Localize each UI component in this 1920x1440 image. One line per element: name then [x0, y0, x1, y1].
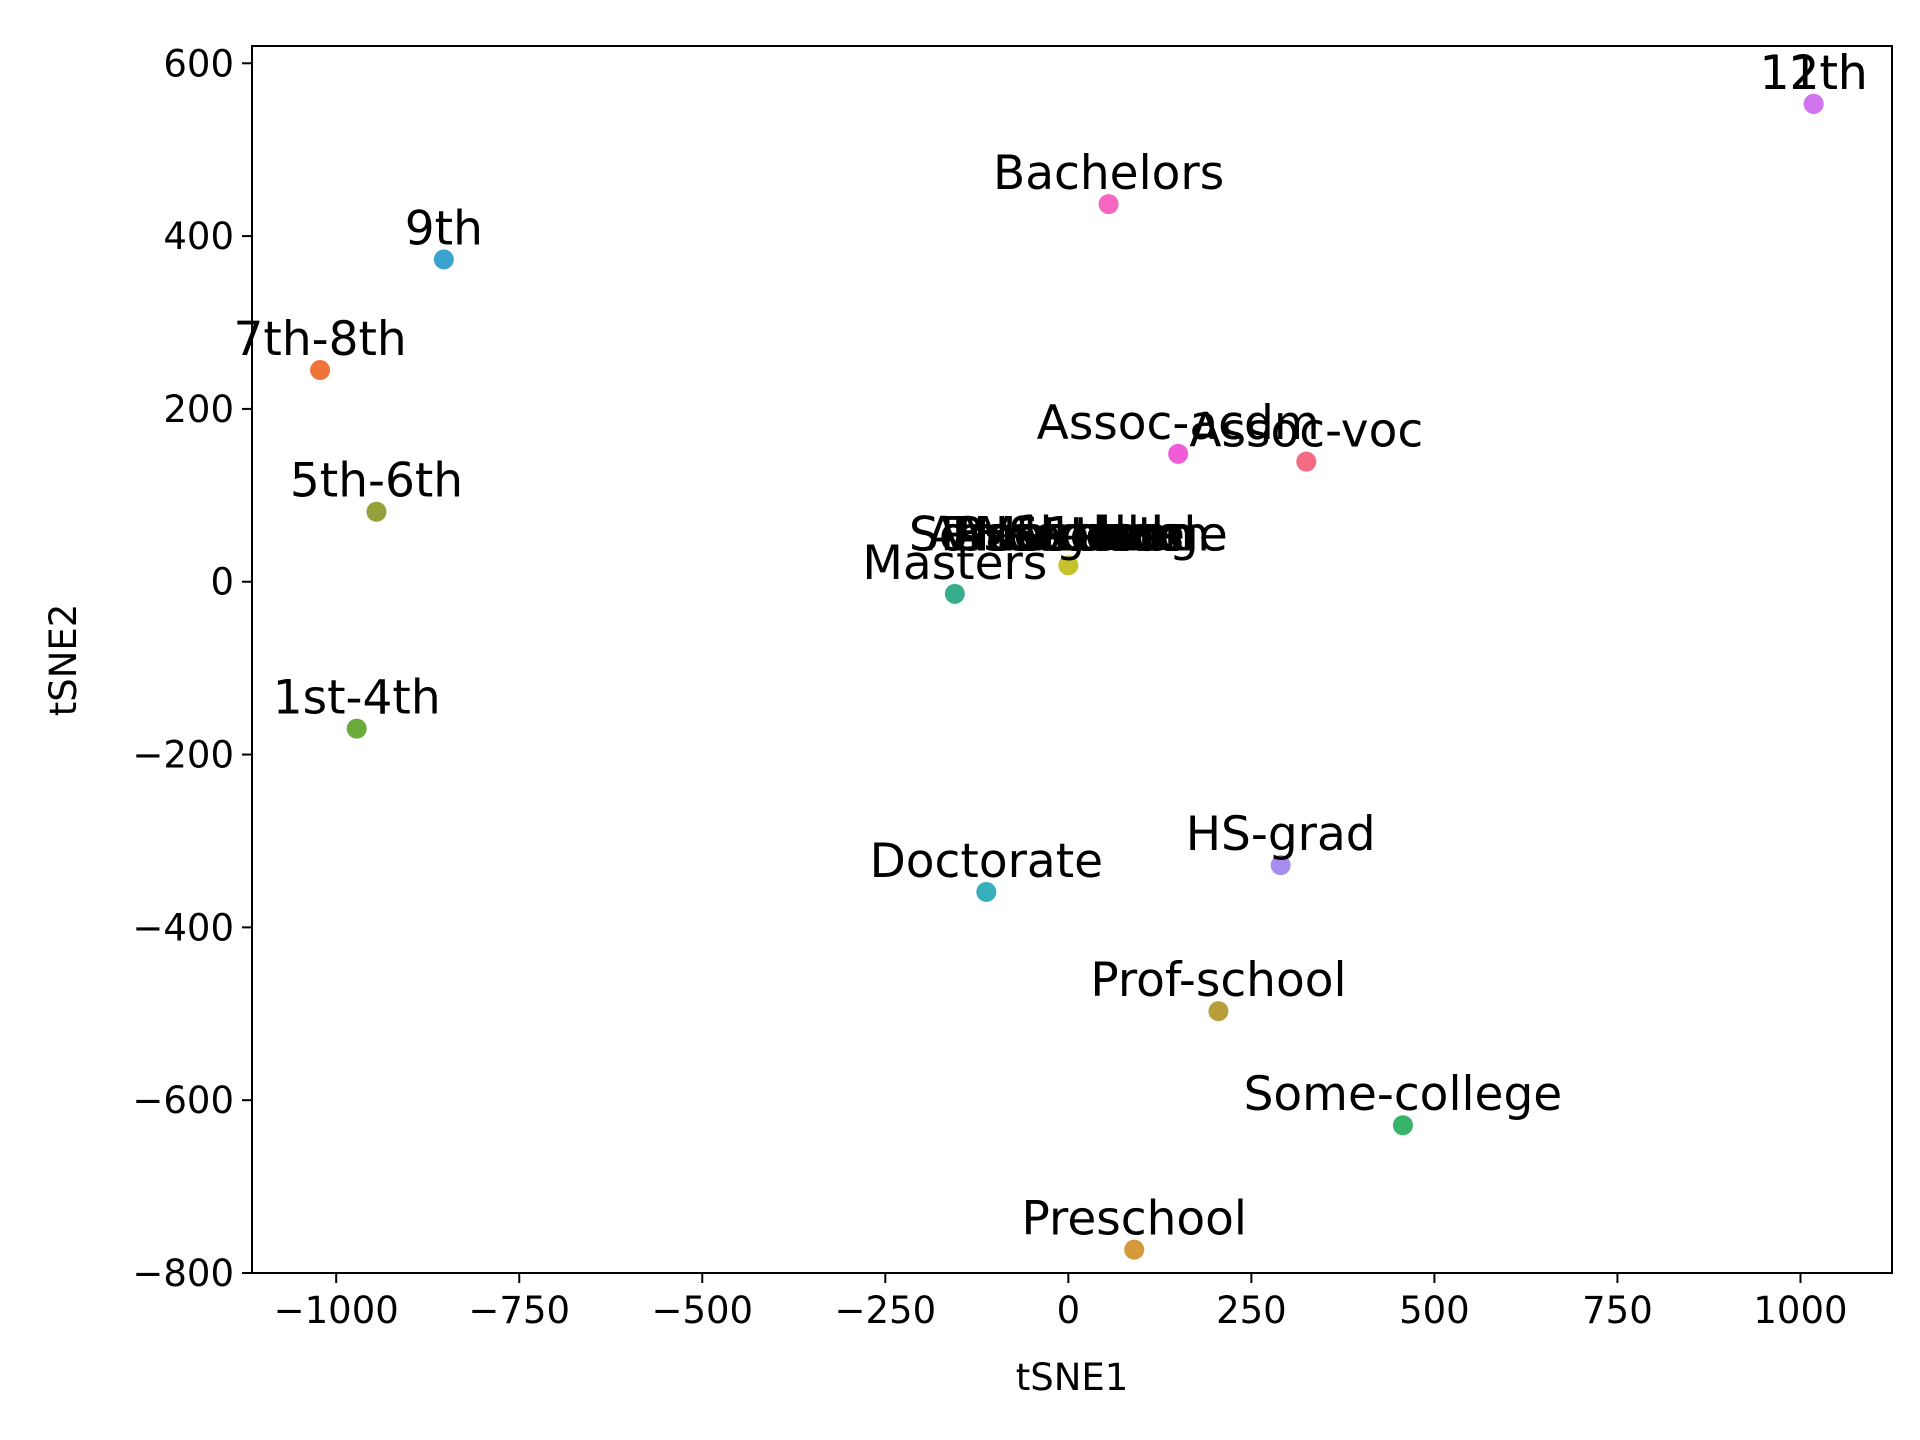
x-axis: −1000 −750 −500 −250 0 250 500 750 1000 — [274, 1273, 1848, 1332]
point-label-11: HS-grad — [1186, 807, 1376, 862]
point-label-3: 9th — [405, 201, 483, 256]
y-tick-label-1: −600 — [132, 1079, 234, 1122]
point-label-12: Doctorate — [870, 834, 1103, 889]
y-tick-label-3: −200 — [132, 734, 234, 777]
data-point-6 — [1296, 451, 1317, 472]
data-point-1 — [1803, 93, 1824, 114]
overlap-label-0: Some-college — [909, 507, 1228, 562]
data-point-11 — [1270, 855, 1291, 876]
data-point-12 — [976, 881, 997, 902]
point-label-14: Some-college — [1244, 1067, 1563, 1122]
point-label-6: Assoc-voc — [1189, 404, 1423, 459]
plot-area — [251, 45, 1893, 1274]
data-point-5 — [1168, 443, 1189, 464]
y-axis: −800 −600 −400 −200 0 200 400 600 — [132, 42, 252, 1295]
data-points — [310, 93, 1824, 1260]
data-point-9 — [944, 583, 965, 604]
x-tick-label-7: 750 — [1582, 1289, 1653, 1332]
overlap-label-4: Masters — [976, 507, 1161, 562]
overlap-label-7: 11th — [1014, 507, 1122, 562]
y-tick-label-6: 400 — [163, 215, 234, 258]
overlap-label-3: Assoc-voc — [951, 507, 1185, 562]
y-tick-label-4: 0 — [210, 561, 234, 604]
point-label-9: Masters — [862, 536, 1047, 591]
overlap-label-8: Assoc-acdm — [927, 507, 1210, 562]
x-tick-label-6: 500 — [1399, 1289, 1470, 1332]
point-label-4: 7th-8th — [233, 312, 406, 367]
data-point-4 — [310, 360, 331, 381]
point-label-8: Some-college — [909, 507, 1228, 562]
overlap-label-2: Bachelors — [953, 507, 1184, 562]
overlap-label-5: Doctorate — [952, 507, 1185, 562]
x-tick-label-1: −750 — [468, 1289, 570, 1332]
point-label-13: Prof-school — [1090, 953, 1346, 1008]
x-axis-label: tSNE1 — [1016, 1356, 1129, 1399]
point-labels: 11th12thBachelors9th7th-8thAssoc-acdmAss… — [233, 46, 1867, 1247]
x-tick-label-5: 250 — [1216, 1289, 1287, 1332]
data-point-7 — [366, 501, 387, 522]
x-tick-label-4: 0 — [1057, 1289, 1081, 1332]
point-label-7: 5th-6th — [290, 454, 463, 509]
data-point-10 — [346, 718, 367, 739]
x-tick-label-3: −250 — [834, 1289, 936, 1332]
y-tick-label-2: −400 — [132, 906, 234, 949]
data-point-15 — [1124, 1239, 1145, 1260]
y-tick-label-7: 600 — [163, 42, 234, 85]
data-point-2 — [1098, 194, 1119, 215]
data-point-3 — [433, 249, 454, 270]
y-tick-label-5: 200 — [163, 388, 234, 431]
y-axis-label: tSNE2 — [42, 604, 85, 717]
overlap-label-1: HS-grad — [973, 507, 1163, 562]
x-tick-label-0: −1000 — [274, 1289, 399, 1332]
x-tick-label-8: 1000 — [1753, 1289, 1847, 1332]
point-label-1: 12th — [1760, 46, 1868, 101]
data-point-13 — [1208, 1001, 1229, 1022]
point-label-2: Bachelors — [993, 146, 1224, 201]
overlap-label-6: Prof-school — [940, 507, 1196, 562]
point-label-15: Preschool — [1022, 1192, 1247, 1247]
data-point-14 — [1392, 1115, 1413, 1136]
y-tick-label-0: −800 — [132, 1252, 234, 1295]
data-point-8 — [1058, 555, 1079, 576]
x-tick-label-2: −500 — [651, 1289, 753, 1332]
point-label-0: 11th — [1760, 46, 1868, 101]
point-label-10: 1st-4th — [273, 671, 441, 726]
point-label-5: Assoc-acdm — [1037, 396, 1320, 451]
